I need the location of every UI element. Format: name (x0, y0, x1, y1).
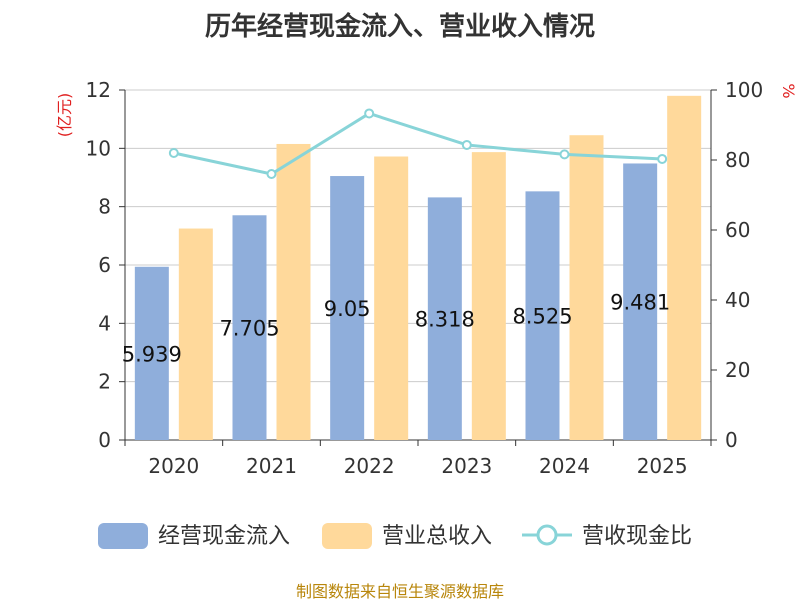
bar-value-label: 9.481 (610, 291, 670, 315)
bar-revenue (178, 228, 213, 440)
y-left-tick-label: 10 (86, 136, 111, 160)
chart-title: 历年经营现金流入、营业收入情况 (204, 12, 595, 42)
y-right-tick-label: 80 (725, 148, 750, 172)
bar-value-label: 8.525 (512, 305, 572, 329)
ratio-point (559, 149, 570, 160)
legend-swatch (322, 523, 372, 549)
y-left-tick-label: 0 (98, 428, 111, 452)
y-right-tick-label: 100 (725, 78, 763, 102)
x-tick-label: 2021 (246, 454, 297, 478)
ratio-line (173, 111, 663, 176)
bar-revenue (276, 143, 311, 441)
legend-swatch (98, 523, 148, 549)
y-left-tick-label: 2 (98, 370, 111, 394)
bar-revenue (569, 135, 604, 441)
y-right-tick-label: 60 (725, 218, 750, 242)
y-left-axis-label: (亿元) (55, 93, 74, 138)
x-tick-label: 2022 (344, 454, 395, 478)
ratio-point (266, 169, 277, 179)
bar-value-label: 9.05 (324, 297, 371, 321)
y-right-axis-label: % (779, 83, 798, 98)
y-left-tick-label: 8 (98, 195, 111, 219)
ratio-point (657, 153, 668, 164)
ratio-point (168, 148, 179, 158)
bar-revenue (471, 152, 506, 440)
bar-revenue (374, 156, 409, 440)
source-note: 制图数据来自恒生聚源数据库 (295, 582, 504, 601)
bar-cash-inflow (330, 176, 365, 440)
bar-cash-inflow (623, 163, 658, 441)
x-tick-label: 2024 (539, 454, 590, 478)
bar-value-label: 7.705 (219, 317, 279, 341)
legend-label: 营业总收入 (382, 524, 492, 549)
y-right-tick-label: 0 (725, 428, 738, 452)
bar-cash-inflow (232, 215, 267, 440)
legend-label: 经营现金流入 (158, 524, 290, 549)
y-left-tick-label: 12 (86, 78, 111, 102)
y-right-tick-label: 40 (725, 288, 750, 312)
x-tick-label: 2023 (441, 454, 492, 478)
bar-cash-inflow (134, 266, 169, 440)
bar-value-label: 5.939 (122, 342, 182, 366)
y-left-tick-label: 4 (98, 311, 111, 335)
legend-marker (536, 524, 558, 546)
legend-label: 营收现金比 (582, 524, 692, 549)
bar-revenue (667, 95, 702, 440)
y-left-tick-label: 6 (98, 253, 111, 277)
bar-cash-inflow (427, 197, 462, 440)
bar-value-label: 8.318 (415, 308, 475, 332)
x-tick-label: 2025 (637, 454, 688, 478)
y-right-tick-label: 20 (725, 358, 750, 382)
bar-cash-inflow (525, 191, 560, 440)
ratio-point (364, 108, 375, 119)
ratio-point (461, 139, 472, 150)
x-tick-label: 2020 (148, 454, 199, 478)
